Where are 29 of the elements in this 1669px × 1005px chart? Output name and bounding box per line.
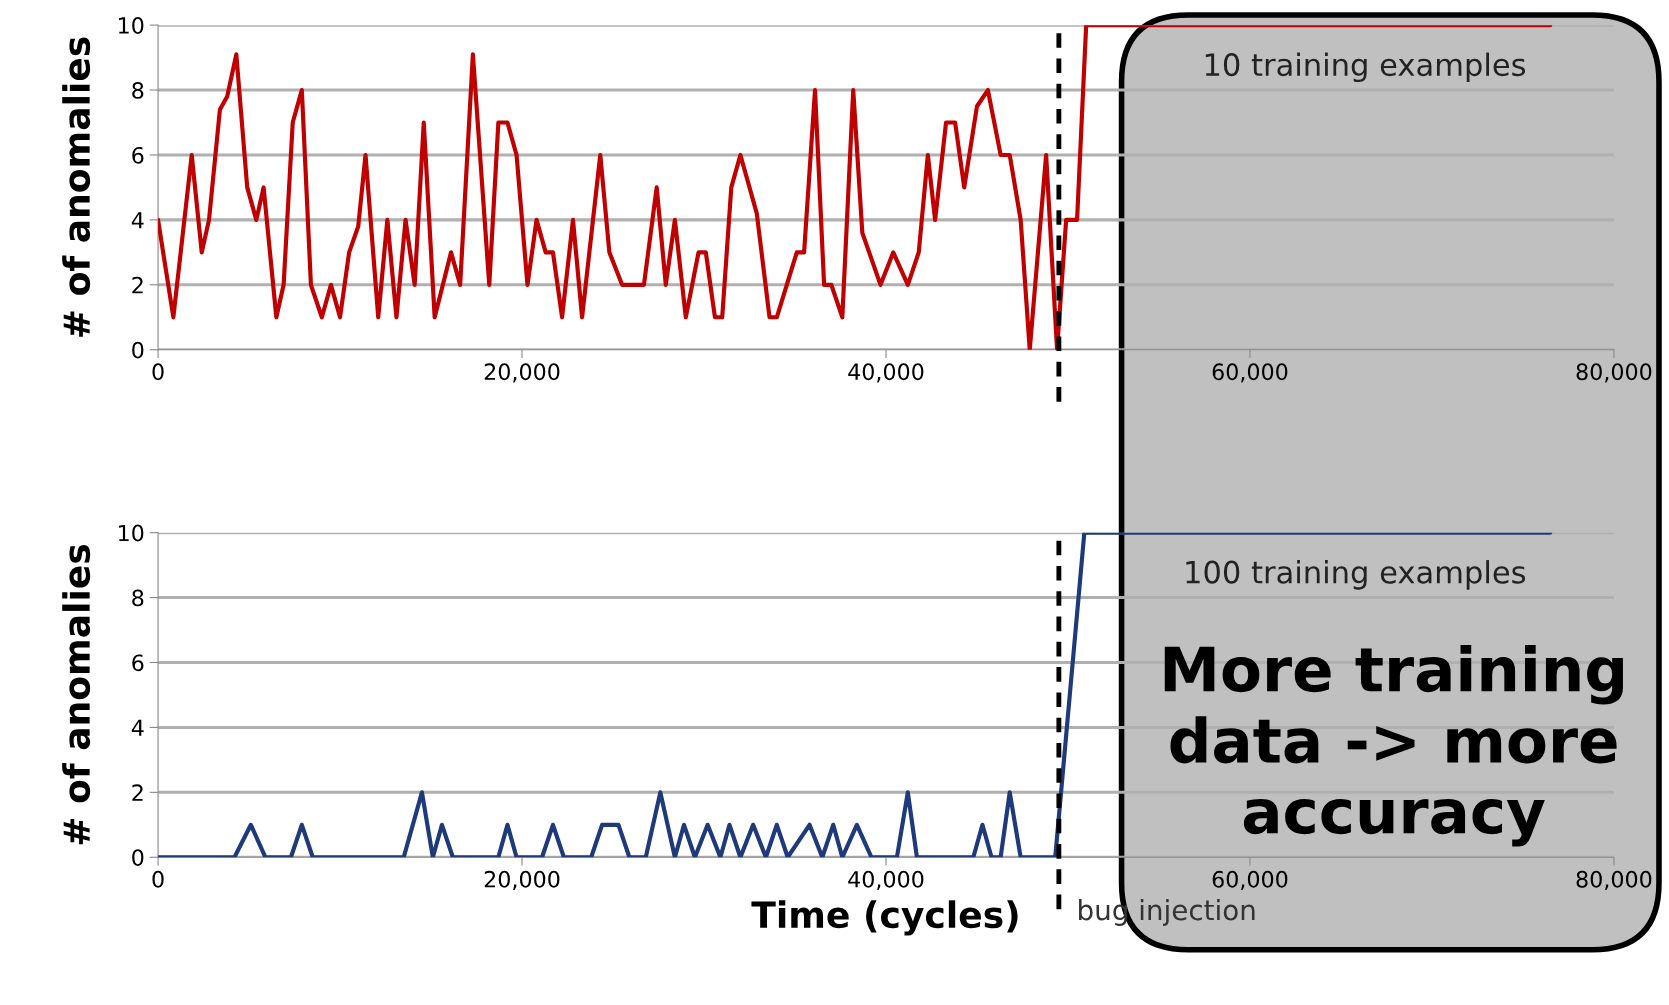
y-tick-label: 8 [132, 589, 144, 607]
y-tick-label: 2 [132, 784, 143, 801]
x-axis-title: Time (cycles) [751, 900, 1018, 936]
x-tick-label: 0 [152, 363, 164, 381]
y-tick-label: 0 [132, 849, 144, 867]
y-axis-title: # of anomalies [62, 544, 91, 845]
line-series [158, 25, 1553, 350]
annotation: 10 training examples [1205, 52, 1526, 83]
y-tick-label: 4 [131, 719, 144, 736]
y-tick-label: 2 [132, 276, 143, 294]
y-tick-label: 0 [132, 341, 144, 359]
y-tick-label: 6 [132, 146, 144, 164]
x-tick-label: 40,000 [848, 870, 924, 890]
x-tick-label: 40,000 [848, 363, 924, 383]
x-tick-label: 80,000 [1576, 870, 1652, 890]
x-tick-label: 20,000 [484, 363, 560, 383]
annotation: 100 training examples [1186, 560, 1526, 590]
x-tick-label: 60,000 [1212, 870, 1288, 890]
y-tick-label: 4 [131, 212, 144, 229]
y-tick-label: 6 [132, 654, 144, 672]
y-tick-label: 10 [119, 524, 144, 542]
y-tick-label: 10 [119, 17, 144, 34]
annotation: More training data -> more accuracy [1164, 644, 1623, 847]
x-tick-label: 60,000 [1212, 363, 1288, 383]
x-tick-label: 20,000 [484, 870, 560, 890]
y-axis-title: # of anomalies [62, 37, 91, 337]
x-tick-label: 0 [152, 870, 164, 888]
y-tick-label: 8 [132, 82, 144, 99]
x-tick-label: 80,000 [1576, 363, 1652, 383]
